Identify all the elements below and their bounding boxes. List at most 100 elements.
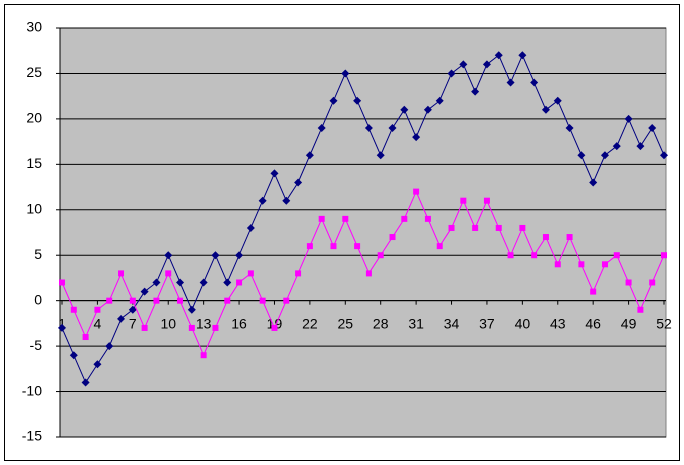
marker bbox=[354, 243, 361, 250]
x-tick-label: 43 bbox=[550, 315, 566, 331]
marker bbox=[377, 252, 384, 259]
marker bbox=[305, 151, 314, 160]
marker bbox=[283, 297, 290, 304]
marker bbox=[259, 297, 266, 304]
marker bbox=[200, 352, 207, 359]
marker bbox=[519, 224, 526, 231]
plot-area bbox=[59, 27, 667, 438]
marker bbox=[317, 123, 326, 132]
marker bbox=[413, 188, 420, 195]
series-line bbox=[61, 190, 665, 357]
marker bbox=[530, 78, 539, 87]
marker bbox=[661, 252, 667, 259]
marker bbox=[236, 279, 243, 286]
marker bbox=[81, 378, 90, 387]
marker bbox=[590, 288, 597, 295]
x-tick-label: 28 bbox=[373, 315, 389, 331]
y-tick-label: -5 bbox=[30, 337, 43, 353]
marker bbox=[400, 105, 409, 114]
marker bbox=[566, 234, 573, 241]
y-tick-label: -10 bbox=[22, 382, 42, 398]
marker bbox=[518, 51, 527, 60]
marker bbox=[318, 215, 325, 222]
marker bbox=[600, 151, 609, 160]
x-tick-label: 40 bbox=[515, 315, 531, 331]
marker bbox=[506, 78, 515, 87]
x-tick-label: 16 bbox=[231, 315, 247, 331]
marker bbox=[435, 96, 444, 105]
marker bbox=[341, 69, 350, 78]
marker bbox=[436, 243, 443, 250]
marker bbox=[342, 215, 349, 222]
marker bbox=[553, 96, 562, 105]
y-tick-label: 0 bbox=[34, 291, 42, 307]
marker bbox=[330, 243, 337, 250]
marker bbox=[365, 270, 372, 277]
marker bbox=[212, 324, 219, 331]
x-tick-label: 1 bbox=[58, 315, 66, 331]
marker bbox=[447, 69, 456, 78]
marker bbox=[353, 96, 362, 105]
x-tick-label: 34 bbox=[444, 315, 460, 331]
marker bbox=[82, 334, 89, 341]
marker bbox=[613, 252, 620, 259]
marker bbox=[295, 270, 302, 277]
marker bbox=[129, 297, 136, 304]
marker bbox=[636, 142, 645, 151]
marker bbox=[389, 234, 396, 241]
marker bbox=[577, 151, 586, 160]
marker bbox=[141, 324, 148, 331]
marker bbox=[541, 105, 550, 114]
marker bbox=[565, 123, 574, 132]
marker bbox=[364, 123, 373, 132]
marker bbox=[271, 324, 278, 331]
marker bbox=[93, 360, 102, 369]
marker bbox=[424, 215, 431, 222]
marker bbox=[578, 261, 585, 268]
marker bbox=[459, 60, 468, 69]
marker bbox=[376, 151, 385, 160]
marker bbox=[423, 105, 432, 114]
marker bbox=[177, 297, 184, 304]
marker bbox=[105, 342, 114, 351]
x-tick-label: 13 bbox=[196, 315, 212, 331]
y-tick-label: 15 bbox=[26, 155, 42, 171]
marker bbox=[649, 279, 656, 286]
x-tick-label: 37 bbox=[479, 315, 495, 331]
x-tick-label: 31 bbox=[408, 315, 424, 331]
marker bbox=[247, 270, 254, 277]
marker bbox=[589, 178, 598, 187]
marker bbox=[294, 178, 303, 187]
x-tick-label: 52 bbox=[656, 315, 672, 331]
marker bbox=[482, 60, 491, 69]
marker bbox=[59, 279, 65, 286]
marker bbox=[270, 169, 279, 178]
marker bbox=[58, 323, 66, 332]
marker bbox=[128, 305, 137, 314]
x-tick-label: 10 bbox=[160, 315, 176, 331]
x-tick-label: 25 bbox=[338, 315, 354, 331]
marker bbox=[106, 297, 113, 304]
marker bbox=[70, 306, 77, 313]
marker bbox=[165, 270, 172, 277]
y-tick-label: 20 bbox=[26, 110, 42, 126]
marker bbox=[282, 196, 291, 205]
marker bbox=[152, 278, 161, 287]
marker bbox=[531, 252, 538, 259]
marker bbox=[187, 305, 196, 314]
marker bbox=[117, 314, 126, 323]
marker bbox=[494, 51, 503, 60]
marker bbox=[246, 223, 255, 232]
x-tick-label: 49 bbox=[621, 315, 637, 331]
marker bbox=[211, 251, 220, 260]
marker bbox=[625, 279, 632, 286]
marker bbox=[460, 197, 467, 204]
marker bbox=[495, 224, 502, 231]
x-tick-label: 46 bbox=[585, 315, 601, 331]
marker bbox=[118, 270, 125, 277]
marker bbox=[69, 351, 78, 360]
y-tick-label: -15 bbox=[22, 428, 42, 444]
y-tick-label: 10 bbox=[26, 200, 42, 216]
marker bbox=[188, 324, 195, 331]
